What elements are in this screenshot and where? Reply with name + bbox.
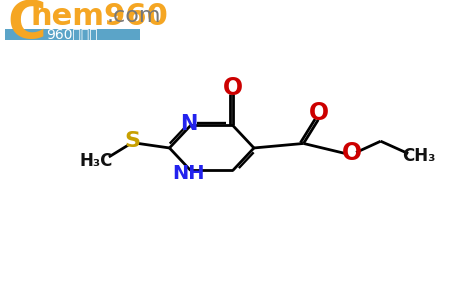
Text: N: N	[180, 114, 198, 134]
Text: hem960: hem960	[30, 2, 168, 31]
Text: C: C	[8, 0, 46, 50]
Text: 960化工网: 960化工网	[46, 28, 97, 42]
Text: H₃C: H₃C	[79, 152, 113, 170]
Text: NH: NH	[173, 164, 205, 183]
Text: CH₃: CH₃	[402, 147, 436, 165]
Text: O: O	[223, 76, 243, 100]
Text: O: O	[342, 141, 362, 165]
Text: O: O	[309, 101, 329, 125]
Bar	[5, 29, 140, 40]
Text: .com: .com	[107, 6, 162, 26]
Text: S: S	[125, 131, 141, 151]
